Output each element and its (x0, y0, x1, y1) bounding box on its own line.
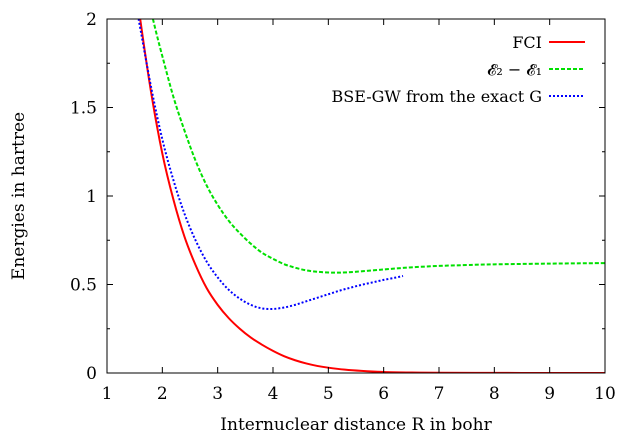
legend-label-bse-gw: BSE-GW from the exact G (332, 87, 542, 106)
y-axis-label: Energies in hartree (9, 112, 29, 280)
x-tick-label: 6 (378, 384, 389, 404)
y-tick-label: 0.5 (70, 276, 97, 296)
x-tick-label: 7 (434, 384, 445, 404)
plot-curves (137, 19, 605, 373)
fci-curve (139, 19, 605, 373)
legend-item-bse-gw: BSE-GW from the exact G (332, 87, 585, 106)
x-tick-label: 8 (489, 384, 500, 404)
e2-minus-e1-curve (151, 19, 605, 274)
x-tick-label: 10 (594, 384, 616, 404)
y-tick-label: 1 (86, 187, 97, 207)
x-tick-label: 4 (268, 384, 279, 404)
legend-label-fci: FCI (512, 33, 542, 52)
x-tick-label: 5 (323, 384, 334, 404)
y-tick-label: 2 (86, 10, 97, 30)
x-tick-label: 2 (157, 384, 168, 404)
x-axis-label: Internuclear distance R in bohr (220, 415, 492, 435)
x-tick-label: 9 (544, 384, 555, 404)
legend-item-fci: FCI (512, 33, 585, 52)
x-tick-label: 3 (212, 384, 223, 404)
legend-label-e2-minus-e1: 𝓔₂ − 𝓔₁ (487, 60, 542, 79)
bse-gw-curve (137, 19, 404, 311)
axis-ticks: 1 2 3 4 5 6 7 8 9 10 0 0.5 1 1.5 2 (70, 10, 616, 404)
legend-item-e2-minus-e1: 𝓔₂ − 𝓔₁ (487, 60, 585, 79)
x-tick-label: 1 (102, 384, 113, 404)
y-tick-label: 0 (86, 364, 97, 384)
legend: FCI 𝓔₂ − 𝓔₁ BSE-GW from the exact G (332, 33, 585, 106)
y-tick-label: 1.5 (70, 99, 97, 119)
